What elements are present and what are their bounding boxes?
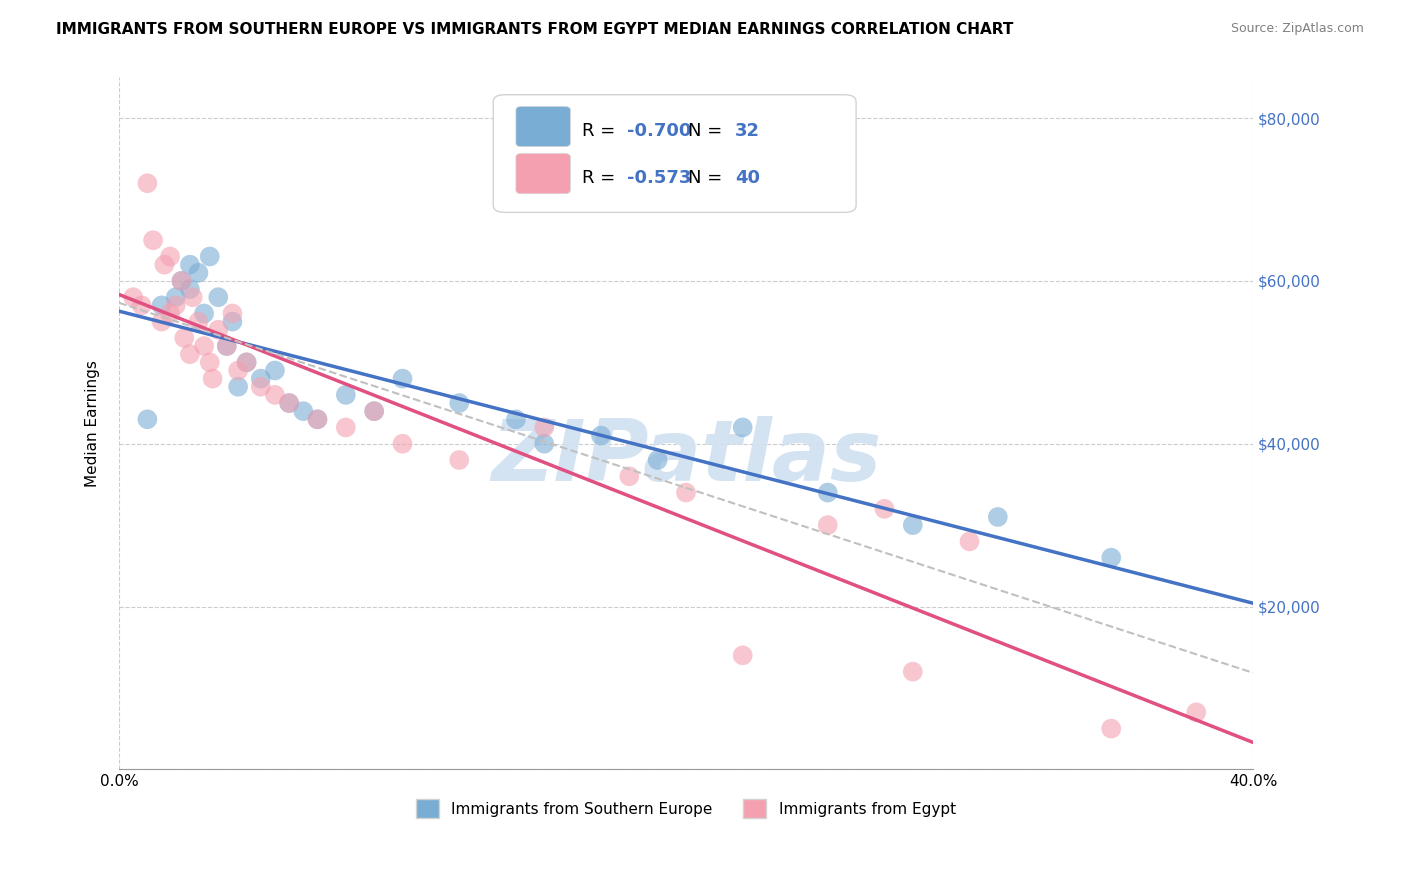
Point (901, 518, 924, 533)
Point (391, 371, 413, 385)
Point (201, 371, 224, 385)
Point (363, 404, 385, 418)
Point (533, 420, 555, 434)
FancyBboxPatch shape (494, 95, 856, 212)
Point (122, 290, 145, 304)
Point (1185, 706, 1208, 720)
Point (731, 420, 754, 434)
Point (449, 453, 471, 467)
Point (136, 412, 159, 426)
Text: N =: N = (689, 169, 728, 187)
Legend: Immigrants from Southern Europe, Immigrants from Egypt: Immigrants from Southern Europe, Immigra… (411, 793, 962, 824)
Point (207, 290, 229, 304)
Point (901, 665, 924, 679)
Point (589, 428, 612, 442)
Point (159, 306, 181, 320)
Point (193, 306, 215, 320)
Point (264, 363, 287, 377)
Point (278, 396, 301, 410)
Point (278, 396, 301, 410)
Point (198, 250, 221, 264)
Point (187, 266, 209, 280)
Point (198, 355, 221, 369)
Text: 40: 40 (735, 169, 759, 187)
Point (335, 420, 357, 434)
FancyBboxPatch shape (516, 153, 571, 194)
Point (449, 396, 471, 410)
Point (307, 412, 329, 426)
FancyBboxPatch shape (516, 106, 571, 146)
Point (207, 323, 229, 337)
Point (363, 404, 385, 418)
Text: R =: R = (582, 122, 620, 140)
Text: -0.573: -0.573 (627, 169, 692, 187)
Point (249, 371, 271, 385)
Point (533, 436, 555, 450)
Point (731, 648, 754, 663)
Text: 32: 32 (735, 122, 759, 140)
Text: R =: R = (582, 169, 620, 187)
Point (153, 258, 176, 272)
Point (179, 347, 201, 361)
Point (292, 404, 315, 418)
Point (249, 380, 271, 394)
Point (150, 298, 173, 312)
Text: IMMIGRANTS FROM SOUTHERN EUROPE VS IMMIGRANTS FROM EGYPT MEDIAN EARNINGS CORRELA: IMMIGRANTS FROM SOUTHERN EUROPE VS IMMIG… (56, 22, 1014, 37)
Point (817, 518, 839, 533)
Point (391, 436, 413, 450)
Point (675, 485, 697, 500)
Point (187, 315, 209, 329)
Point (159, 250, 181, 264)
Point (136, 176, 159, 190)
Y-axis label: Median Earnings: Median Earnings (86, 360, 100, 487)
Point (235, 355, 257, 369)
Point (307, 412, 329, 426)
Point (987, 510, 1010, 524)
Point (505, 412, 527, 426)
Point (221, 315, 243, 329)
Point (215, 339, 238, 353)
Point (226, 380, 249, 394)
Point (131, 298, 153, 312)
Point (1099, 722, 1122, 736)
Text: -0.700: -0.700 (627, 122, 692, 140)
Text: N =: N = (689, 122, 728, 140)
Text: Source: ZipAtlas.com: Source: ZipAtlas.com (1230, 22, 1364, 36)
Point (181, 290, 204, 304)
Point (179, 282, 201, 296)
Point (647, 453, 669, 467)
Point (873, 501, 896, 516)
Point (179, 258, 201, 272)
Point (142, 233, 165, 247)
Point (165, 298, 187, 312)
Point (173, 331, 195, 345)
Point (215, 339, 238, 353)
Text: ZIPatlas: ZIPatlas (491, 417, 882, 500)
Point (1099, 550, 1122, 565)
Point (165, 290, 187, 304)
Point (264, 388, 287, 402)
Point (235, 355, 257, 369)
Point (817, 485, 839, 500)
Point (959, 534, 981, 549)
Point (150, 315, 173, 329)
Point (221, 306, 243, 320)
Point (170, 274, 193, 288)
Point (619, 469, 641, 483)
Point (193, 339, 215, 353)
Point (335, 388, 357, 402)
Point (226, 363, 249, 377)
Point (170, 274, 193, 288)
